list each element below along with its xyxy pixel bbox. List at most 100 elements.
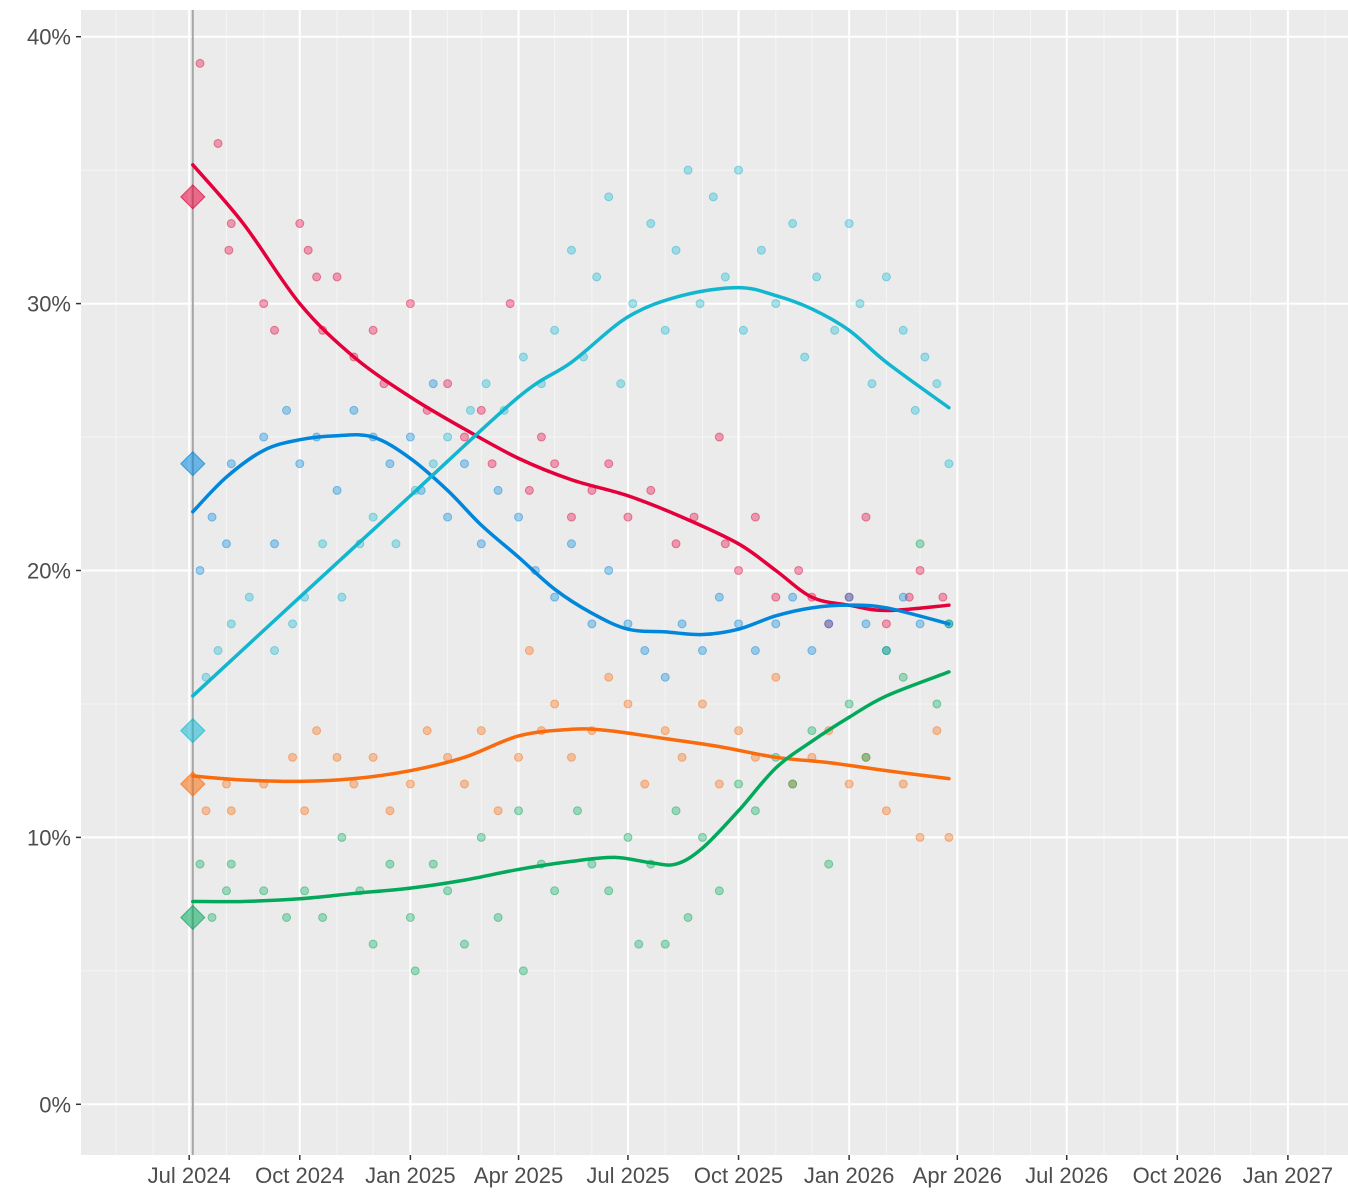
poll-point [566, 245, 576, 255]
poll-point [734, 165, 744, 175]
poll-point [867, 379, 877, 389]
poll-point [259, 299, 269, 309]
poll-point [207, 912, 217, 922]
poll-point [221, 539, 231, 549]
poll-point [518, 966, 528, 976]
poll-point [312, 726, 322, 736]
poll-point [938, 592, 948, 602]
x-axis: Jul 2024 Oct 2024 Jan 2025 Apr 2025 Jul 2025… [148, 1155, 1334, 1188]
poll-point [915, 565, 925, 575]
poll-point [428, 379, 438, 389]
x-tick-label: Jan 2026 [804, 1163, 895, 1188]
poll-point [493, 806, 503, 816]
poll-point [788, 219, 798, 229]
poll-point [634, 939, 644, 949]
poll-point [734, 726, 744, 736]
poll-point [812, 272, 822, 282]
poll-point [459, 432, 469, 442]
poll-point [898, 779, 908, 789]
poll-point [771, 592, 781, 602]
poll-point [881, 619, 891, 629]
election-result-markers [180, 184, 206, 931]
poll-point [915, 832, 925, 842]
poll-point [844, 592, 854, 602]
poll-point [898, 592, 908, 602]
poll-point [587, 619, 597, 629]
poll-point [476, 832, 486, 842]
poll-point [844, 779, 854, 789]
poll-point [720, 272, 730, 282]
poll-point [428, 459, 438, 469]
poll-point [566, 539, 576, 549]
poll-point [697, 699, 707, 709]
poll-point [195, 859, 205, 869]
poll-point [910, 405, 920, 415]
poll-point [385, 806, 395, 816]
x-tick-label: Jul 2025 [586, 1163, 669, 1188]
poll-point [300, 806, 310, 816]
poll-point [221, 779, 231, 789]
poll-point [683, 165, 693, 175]
poll-point [487, 459, 497, 469]
poll-point [385, 859, 395, 869]
poll-point [714, 886, 724, 896]
y-tick-label: 0% [39, 1092, 71, 1117]
poll-point [459, 779, 469, 789]
poll-point [771, 299, 781, 309]
poll-point [861, 619, 871, 629]
poll-point [459, 459, 469, 469]
poll-point [288, 619, 298, 629]
poll-point [550, 325, 560, 335]
poll-point [844, 699, 854, 709]
poll-point [592, 272, 602, 282]
poll-point [550, 459, 560, 469]
poll-point [807, 726, 817, 736]
trend-lines [191, 163, 951, 904]
poll-point [318, 912, 328, 922]
poll-point [226, 459, 236, 469]
poll-point [915, 539, 925, 549]
poll-point [518, 352, 528, 362]
trend-line [191, 433, 951, 637]
poll-point [270, 646, 280, 656]
poll-point [312, 272, 322, 282]
poll-point [259, 432, 269, 442]
poll-point [566, 512, 576, 522]
poll-point [391, 539, 401, 549]
x-tick-label: Jan 2027 [1243, 1163, 1334, 1188]
poll-point [244, 592, 254, 602]
poll-point [646, 219, 656, 229]
poll-point [443, 432, 453, 442]
poll-point [604, 459, 614, 469]
poll-point [337, 832, 347, 842]
poll-point [459, 939, 469, 949]
poll-point [201, 806, 211, 816]
poll-point [660, 672, 670, 682]
poll-point [660, 726, 670, 736]
poll-point [734, 565, 744, 575]
y-tick-label: 30% [27, 292, 71, 317]
poll-point [476, 405, 486, 415]
poll-point [750, 806, 760, 816]
poll-point [640, 779, 650, 789]
poll-point [623, 832, 633, 842]
poll-point [671, 806, 681, 816]
poll-point [405, 299, 415, 309]
poll-point [524, 485, 534, 495]
poll-point [226, 219, 236, 229]
poll-point [259, 886, 269, 896]
x-tick-label: Apr 2026 [913, 1163, 1002, 1188]
y-tick-label: 40% [27, 25, 71, 50]
poll-point [300, 886, 310, 896]
poll-point [195, 565, 205, 575]
poll-point [282, 912, 292, 922]
poll-point [604, 192, 614, 202]
poll-point [224, 245, 234, 255]
poll-point [881, 272, 891, 282]
poll-point [807, 646, 817, 656]
trend-line [191, 163, 951, 613]
poll-point [750, 512, 760, 522]
poll-point [295, 219, 305, 229]
poll-point [788, 592, 798, 602]
poll-point [646, 485, 656, 495]
